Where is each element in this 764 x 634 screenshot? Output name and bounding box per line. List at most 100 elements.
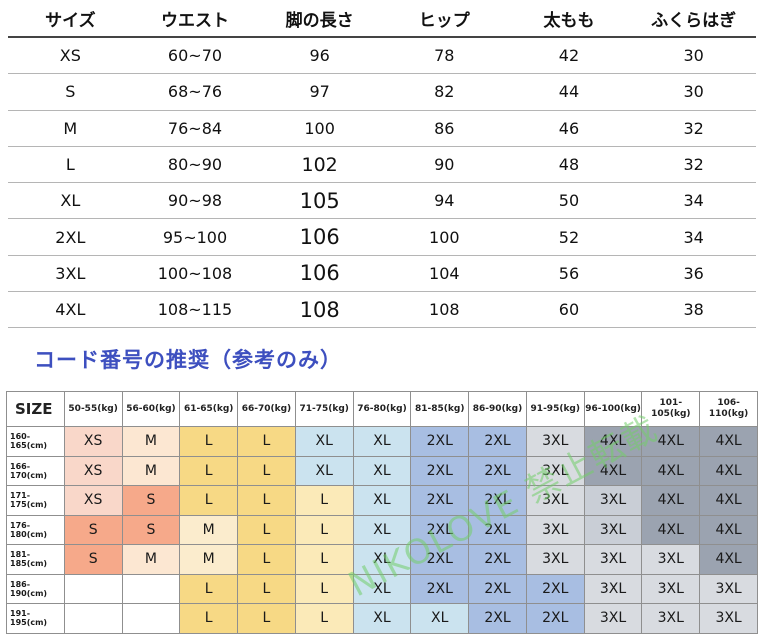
recommended-size-cell: 2XL xyxy=(525,573,585,604)
size-chart-cell: 52 xyxy=(506,218,632,256)
size-chart-cell: 34 xyxy=(631,218,756,256)
weight-header-cell: 76-80(kg) xyxy=(352,391,412,427)
recommended-size-cell: 3XL xyxy=(583,603,643,634)
size-chart-cell: 90~98 xyxy=(132,182,258,220)
size-chart-cell: 78 xyxy=(381,37,507,75)
recommended-size-cell: 4XL xyxy=(699,544,758,575)
size-chart-cell: 38 xyxy=(631,291,756,329)
recommended-size-cell: L xyxy=(237,573,296,604)
size-chart-cell: M xyxy=(8,110,133,147)
height-row-header: 191-195(cm) xyxy=(6,603,65,634)
size-chart-cell: 105 xyxy=(257,182,382,220)
recommended-size-cell: XL xyxy=(410,603,470,634)
recommended-size-cell: 4XL xyxy=(699,485,758,516)
recommended-size-cell: L xyxy=(237,426,296,457)
recommended-size-cell: 2XL xyxy=(525,603,585,634)
recommended-size-cell: L xyxy=(294,485,354,516)
recommended-size-cell: L xyxy=(179,573,239,604)
recommended-size-cell: 4XL xyxy=(641,485,701,516)
size-chart-cell: 30 xyxy=(631,73,756,111)
size-chart-header-row: サイズ ウエスト 脚の長さ ヒップ 太もも ふくらはぎ xyxy=(8,0,756,38)
size-chart-row: 3XL 100~108 106 104 56 36 xyxy=(8,255,756,293)
recommended-size-cell: 4XL xyxy=(641,426,701,457)
recommended-size-cell: 2XL xyxy=(410,514,470,545)
size-chart-row: 4XL 108~115 108 108 60 38 xyxy=(8,291,756,329)
recommended-size-cell: L xyxy=(179,426,239,457)
recommended-size-cell: L xyxy=(237,544,296,575)
size-chart-cell: 102 xyxy=(257,146,382,184)
recommended-size-cell: L xyxy=(294,514,354,545)
size-chart-body: XS 60~70 96 78 42 30 S 68~76 97 82 44 30 M 76~84 100 86… xyxy=(8,37,756,329)
weight-header-cell: 50-55(kg) xyxy=(63,391,123,427)
size-chart-cell: 34 xyxy=(631,182,756,220)
weight-header-cell: 66-70(kg) xyxy=(237,391,296,427)
recommended-size-cell: XL xyxy=(294,426,354,457)
recommended-size-cell: 3XL xyxy=(699,573,758,604)
size-chart-cell: 48 xyxy=(506,146,632,184)
size-chart-cell: S xyxy=(8,73,133,111)
size-chart-cell: 30 xyxy=(631,37,756,75)
recommended-size-cell: 4XL xyxy=(699,455,758,486)
recommended-size-cell: 3XL xyxy=(641,603,701,634)
recommended-size-cell: L xyxy=(237,455,296,486)
size-chart-header-cell: ヒップ xyxy=(381,0,507,38)
height-row-header: 166-170(cm) xyxy=(6,455,65,486)
recommendation-row: 181-185(cm) S M M L L XL 2XL 2XL 3XL 3XL 3XL 4XL xyxy=(6,544,758,575)
recommendation-row: 191-195(cm) L L L XL XL 2XL 2XL 3XL 3XL 3XL xyxy=(6,603,758,634)
recommended-size-cell: L xyxy=(179,485,239,516)
size-chart-header-cell: 太もも xyxy=(506,0,632,38)
size-chart-cell: 56 xyxy=(506,255,632,293)
recommendation-row: 171-175(cm) XS S L L L XL 2XL 2XL 3XL 3XL 4XL 4XL xyxy=(6,485,758,516)
weight-header-cell: 86-90(kg) xyxy=(468,391,527,427)
recommended-size-cell: 2XL xyxy=(468,603,527,634)
size-chart-cell: 50 xyxy=(506,182,632,220)
size-chart-cell: 108 xyxy=(381,291,507,329)
weight-header-cell: 106-110(kg) xyxy=(699,391,758,427)
recommended-size-cell: S xyxy=(121,514,181,545)
recommended-size-cell: 4XL xyxy=(641,455,701,486)
size-chart-row: S 68~76 97 82 44 30 xyxy=(8,73,756,111)
recommended-size-cell: 4XL xyxy=(699,426,758,457)
size-chart-cell: 106 xyxy=(257,218,382,256)
size-chart-header-cell: サイズ xyxy=(8,0,133,38)
weight-header-cell: 91-95(kg) xyxy=(525,391,585,427)
recommendation-row: 160-165(cm) XS M L L XL XL 2XL 2XL 3XL 4XL 4XL 4XL xyxy=(6,426,758,457)
size-chart-header-cell: ウエスト xyxy=(132,0,258,38)
recommended-size-cell: 2XL xyxy=(410,544,470,575)
size-chart-cell: XS xyxy=(8,37,133,75)
height-row-header: 160-165(cm) xyxy=(6,426,65,457)
size-chart-cell: 106 xyxy=(257,255,382,293)
size-chart-cell: 42 xyxy=(506,37,632,75)
recommendation-row: 166-170(cm) XS M L L XL XL 2XL 2XL 3XL 4XL 4XL 4XL xyxy=(6,455,758,486)
recommended-size-cell: M xyxy=(121,426,181,457)
size-chart-cell: 2XL xyxy=(8,218,133,256)
weight-header-cell: 96-100(kg) xyxy=(583,391,643,427)
weight-header-cell: 71-75(kg) xyxy=(294,391,354,427)
section-title: コード番号の推奨（参考のみ） xyxy=(34,348,342,372)
size-chart-header-cell: ふくらはぎ xyxy=(631,0,756,38)
size-chart-row: XL 90~98 105 94 50 34 xyxy=(8,182,756,220)
size-chart-cell: 95~100 xyxy=(132,218,258,256)
recommended-size-cell: L xyxy=(237,514,296,545)
size-chart-cell: XL xyxy=(8,182,133,220)
size-chart-cell: 60~70 xyxy=(132,37,258,75)
size-chart-cell: 100 xyxy=(381,218,507,256)
size-chart-cell: L xyxy=(8,146,133,184)
size-chart-cell: 4XL xyxy=(8,291,133,329)
recommended-size-cell: 2XL xyxy=(468,455,527,486)
recommended-size-cell: 3XL xyxy=(641,544,701,575)
weight-header-cell: 101-105(kg) xyxy=(641,391,701,427)
recommended-size-cell: 2XL xyxy=(468,573,527,604)
size-chart-cell: 36 xyxy=(631,255,756,293)
recommended-size-cell: 3XL xyxy=(525,544,585,575)
height-row-header: 186-190(cm) xyxy=(6,573,65,604)
size-chart-row: M 76~84 100 86 46 32 xyxy=(8,110,756,147)
recommended-size-cell: 3XL xyxy=(583,514,643,545)
size-chart-header-cell: 脚の長さ xyxy=(257,0,382,38)
weight-header-cell: 56-60(kg) xyxy=(121,391,181,427)
recommended-size-cell: 4XL xyxy=(583,455,643,486)
recommended-size-cell xyxy=(63,573,123,604)
size-chart-cell: 80~90 xyxy=(132,146,258,184)
recommended-size-cell: XL xyxy=(352,603,412,634)
height-row-header: 176-180(cm) xyxy=(6,514,65,545)
